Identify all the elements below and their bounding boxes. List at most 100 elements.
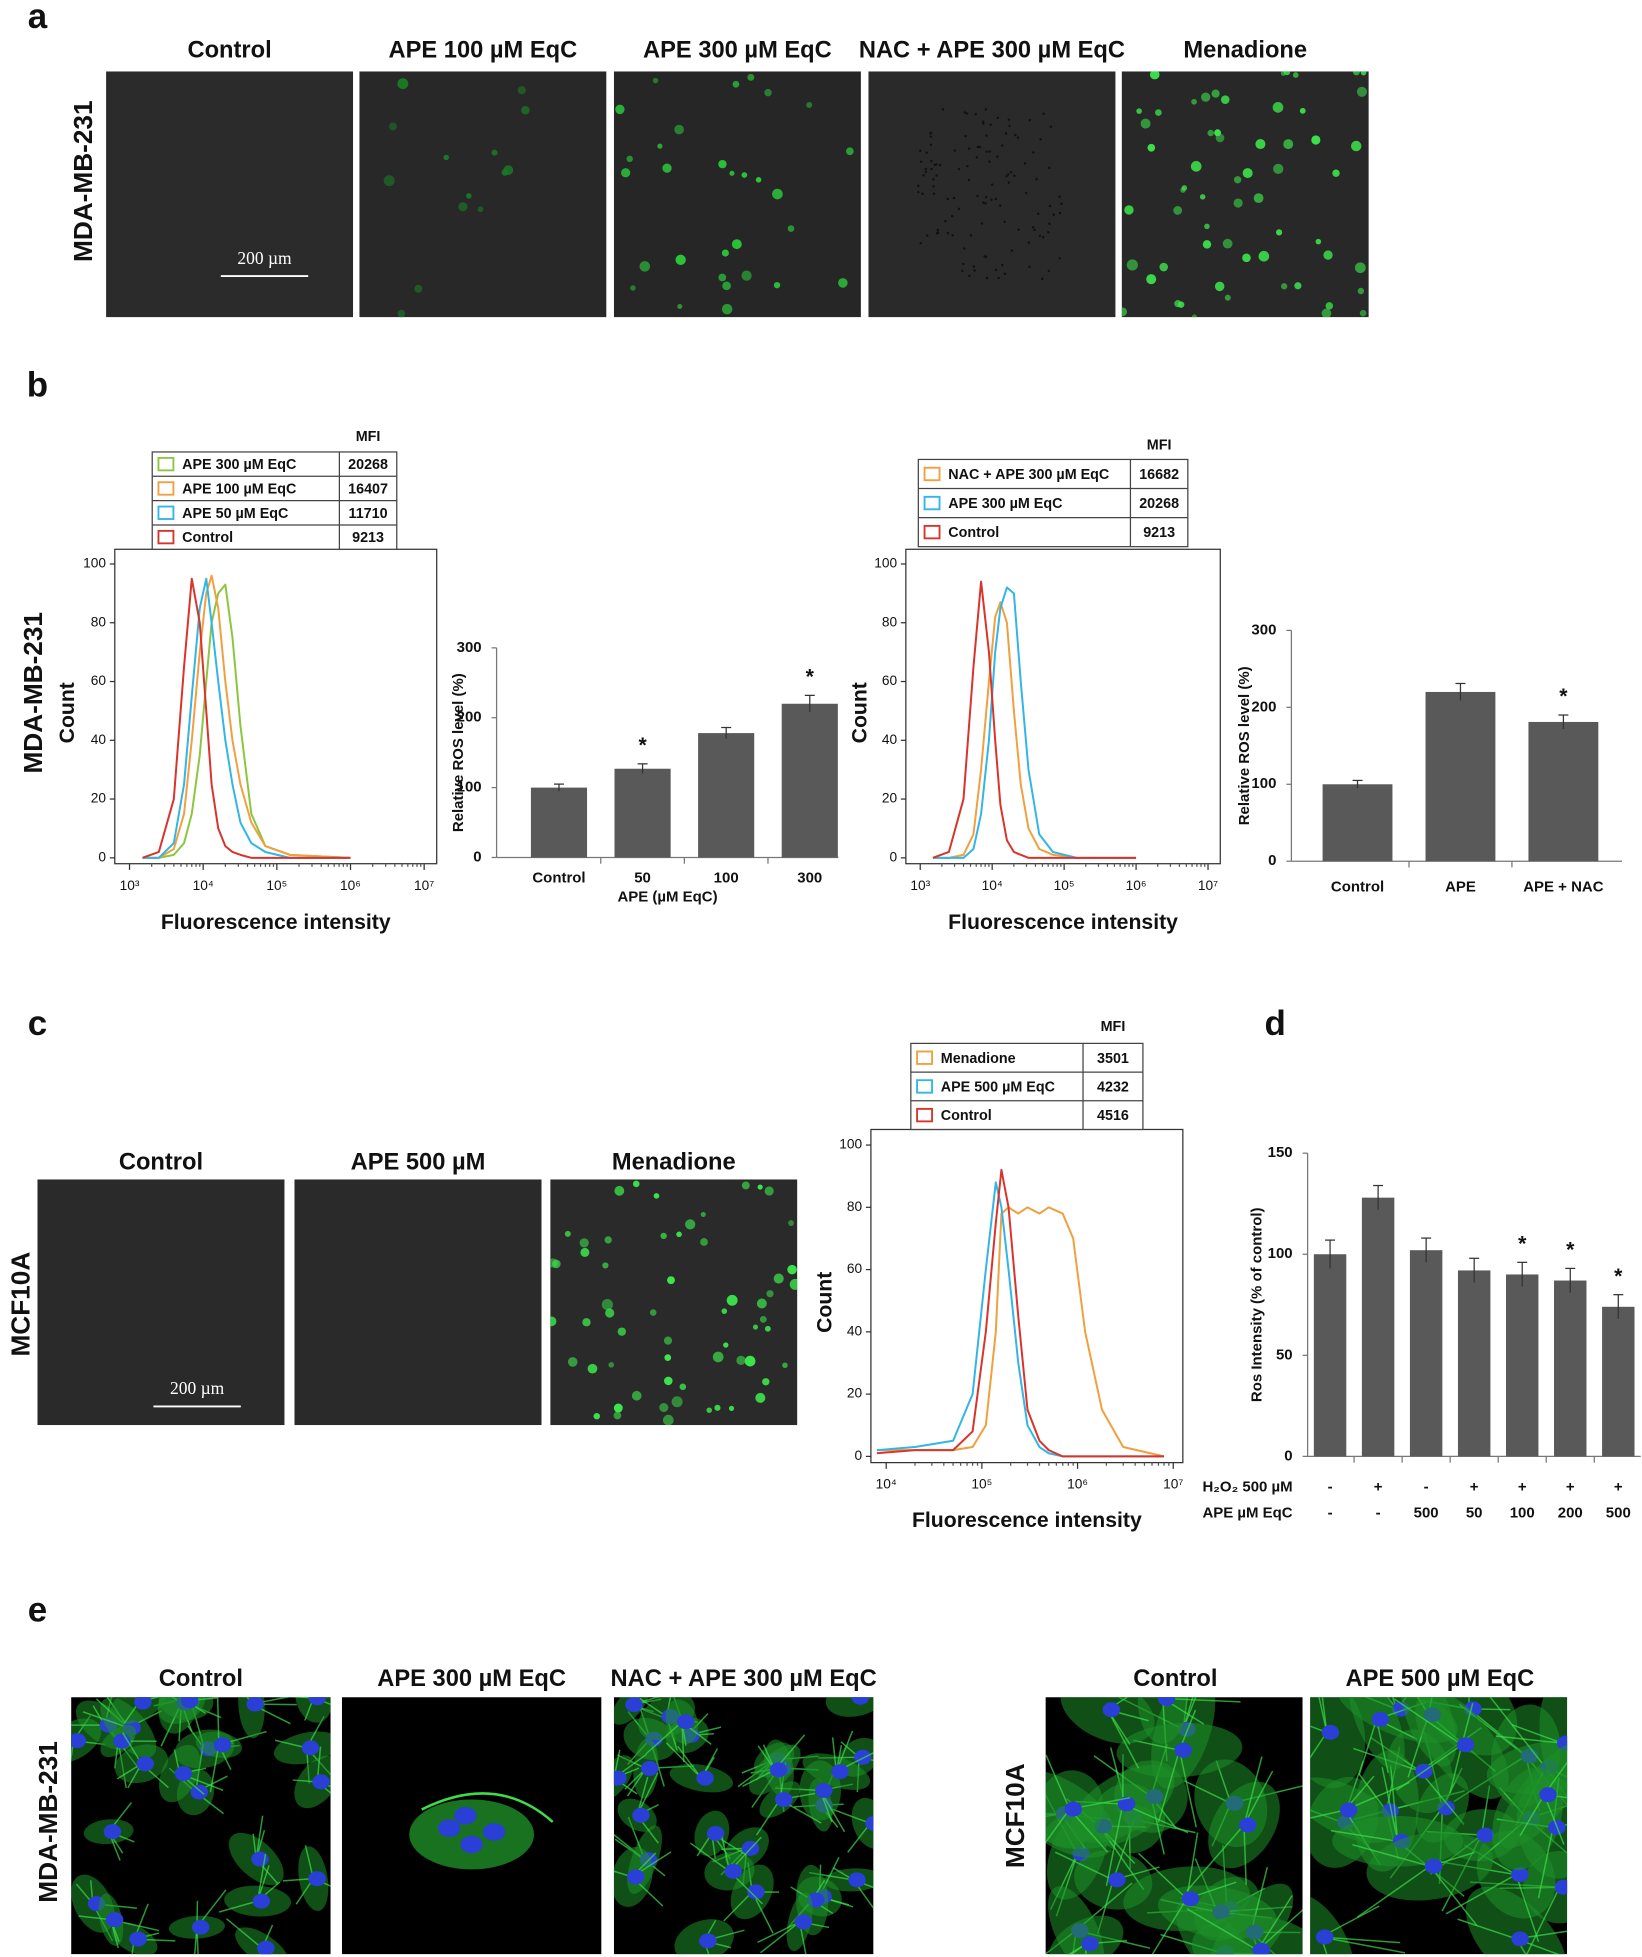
- cell-dot: [1211, 89, 1220, 98]
- speckle: [932, 192, 936, 195]
- speckle: [973, 269, 976, 272]
- fiber: [1068, 1808, 1109, 1853]
- speckle: [982, 122, 985, 125]
- cell-dot: [1352, 71, 1360, 76]
- micrograph: [1121, 71, 1369, 318]
- column-header: Control: [159, 1666, 243, 1692]
- fiber: [1344, 1781, 1410, 1811]
- image-bg: [294, 1179, 542, 1426]
- cell-dot: [1126, 259, 1138, 271]
- nucleus: [1064, 1801, 1083, 1817]
- nucleus: [1424, 1858, 1443, 1874]
- column-header: Menadione: [1183, 38, 1307, 64]
- nucleus: [769, 1762, 788, 1778]
- nucleus: [794, 1914, 813, 1930]
- cell-dot: [613, 1403, 623, 1413]
- error-bar: [553, 783, 564, 792]
- speckle: [929, 135, 933, 138]
- cell-dot: [579, 1238, 589, 1248]
- x-tick-label: 500: [1414, 1505, 1439, 1522]
- legend-mfi: 3501: [1097, 1051, 1129, 1067]
- cell-dot: [1321, 308, 1332, 318]
- speckle: [967, 178, 971, 182]
- fiber: [1457, 1918, 1517, 1940]
- y-tick-label: 100: [1268, 1245, 1293, 1262]
- fiber: [216, 1697, 220, 1745]
- y-tick-label: 0: [889, 849, 897, 864]
- legend-mfi: 20268: [348, 457, 388, 473]
- y-tick-label: 100: [1251, 775, 1276, 792]
- cell-dot: [593, 1412, 601, 1420]
- bar: [1361, 1197, 1395, 1457]
- scale-bar-label: 200 µm: [237, 248, 292, 268]
- cell-dot: [756, 1298, 767, 1309]
- cell-dot: [652, 77, 659, 84]
- cell-dot: [1233, 198, 1243, 208]
- error-bar: [1352, 779, 1363, 789]
- cell-dot: [1258, 250, 1270, 262]
- x-tick-label: 10⁴: [193, 878, 214, 893]
- speckle: [929, 132, 932, 135]
- speckle: [1048, 204, 1052, 208]
- nucleus: [627, 1869, 645, 1885]
- cell-dot: [1283, 71, 1291, 76]
- fiber: [677, 1745, 702, 1779]
- legend-mfi: 16682: [1139, 467, 1179, 483]
- fiber: [1138, 1852, 1188, 1900]
- column-header: Control: [1133, 1666, 1217, 1692]
- x-tick-label: 500: [1606, 1505, 1631, 1522]
- fiber: [1511, 1724, 1563, 1744]
- cell-dot: [1190, 161, 1202, 172]
- significance: *: [1518, 1232, 1527, 1255]
- x-tick-label: 10³: [910, 878, 930, 893]
- cell-dot: [731, 239, 742, 250]
- cell-dot: [1173, 206, 1183, 215]
- nucleus: [696, 1770, 714, 1786]
- fiber: [1389, 1765, 1399, 1842]
- cell-edge: [421, 1792, 554, 1823]
- fiber: [1243, 1770, 1274, 1826]
- speckle: [1033, 228, 1036, 232]
- significance: *: [1559, 685, 1568, 708]
- fiber: [1186, 1824, 1245, 1892]
- speckle: [984, 195, 988, 199]
- panel-label: c: [28, 1004, 47, 1043]
- legend-label: APE 50 µM EqC: [182, 506, 288, 522]
- speckle: [974, 113, 977, 116]
- nucleus: [251, 1851, 269, 1867]
- fiber: [1515, 1938, 1527, 1955]
- speckle: [1006, 173, 1010, 176]
- fiber: [1321, 1697, 1328, 1733]
- cell-dot: [550, 1258, 558, 1268]
- significance: *: [1614, 1265, 1623, 1288]
- speckle: [967, 147, 971, 150]
- y-tick-label: 60: [882, 673, 898, 688]
- column-header: NAC + APE 300 µM EqC: [859, 38, 1125, 64]
- error-bar: [721, 726, 732, 739]
- speckle: [972, 265, 976, 268]
- row-label: MDA-MB-231: [68, 100, 98, 262]
- fiber: [1495, 1735, 1563, 1744]
- speckle: [976, 194, 979, 198]
- cell-dot: [414, 284, 423, 293]
- nucleus: [724, 1863, 742, 1879]
- x-tick-label: 300: [797, 870, 822, 887]
- bar: [1409, 1250, 1443, 1457]
- nucleus: [1371, 1711, 1390, 1727]
- fiber: [122, 1732, 143, 1765]
- micrograph: [613, 1697, 874, 1955]
- significance: *: [1566, 1239, 1575, 1262]
- speckle: [925, 234, 929, 237]
- cell-dot: [1201, 92, 1211, 102]
- cell-dot: [466, 193, 472, 199]
- fiber: [1122, 1803, 1189, 1834]
- y-axis-title: Count: [814, 1272, 837, 1333]
- nucleus: [482, 1823, 506, 1841]
- cell-dot: [630, 285, 636, 291]
- cell-dot: [1253, 193, 1264, 203]
- nucleus: [1511, 1867, 1529, 1883]
- cell-dot: [728, 1405, 735, 1411]
- column-header: APE 300 µM EqC: [643, 38, 832, 64]
- x-tick-label: 10⁷: [1198, 878, 1218, 893]
- cell-dot: [667, 1276, 675, 1285]
